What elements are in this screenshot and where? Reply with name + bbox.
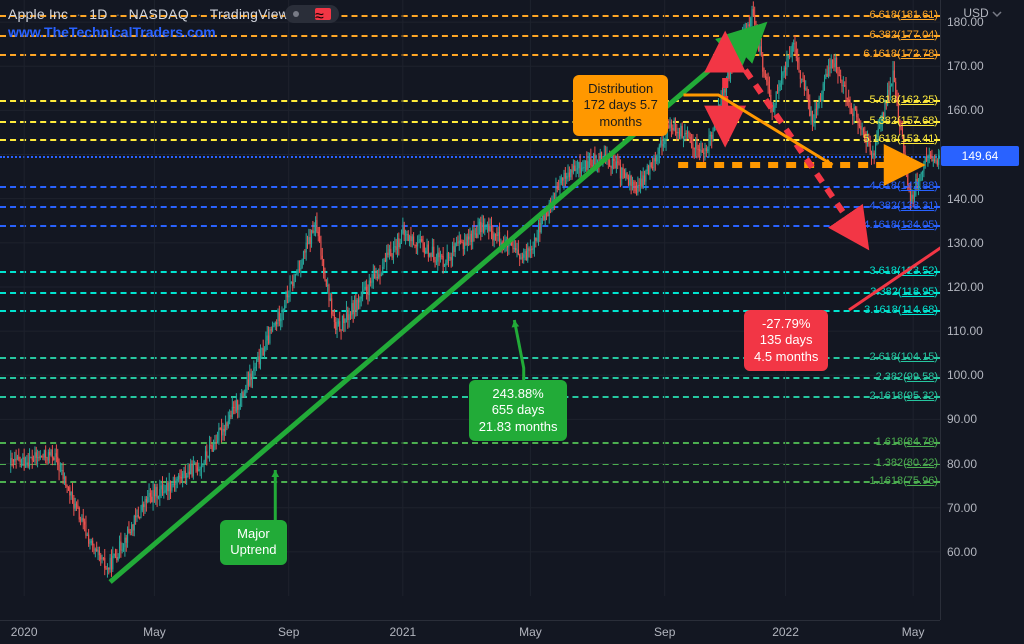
fib-label: 4.618(142.88) <box>869 180 938 192</box>
callout-green: 243.88%655 days21.83 months <box>469 380 568 441</box>
watermark-url[interactable]: www.TheTechnicalTraders.com <box>8 24 216 40</box>
fib-line <box>0 292 940 294</box>
time-tick: 2022 <box>772 625 799 639</box>
time-tick: Sep <box>278 625 299 639</box>
exchange: NASDAQ <box>129 6 189 22</box>
fib-label: 3.382(118.95) <box>870 286 938 298</box>
price-tick: 100.00 <box>947 368 984 382</box>
fib-line <box>0 463 940 465</box>
price-tick: 120.00 <box>947 280 984 294</box>
fib-label: 1.618(84.79) <box>876 436 938 448</box>
price-axis[interactable]: 60.00 70.00 80.00 90.00 100.00 110.00 120.00 13… <box>940 0 1024 620</box>
fib-label: 2.382(99.58) <box>876 371 938 383</box>
time-tick: May <box>902 625 925 639</box>
fib-label: 6.618(181.61) <box>869 9 938 21</box>
fib-line <box>0 206 940 208</box>
fib-label: 5.382(157.68) <box>869 115 938 127</box>
fib-line <box>0 121 940 123</box>
fib-line <box>0 139 940 141</box>
interval[interactable]: 1D <box>89 6 107 22</box>
price-tick: 90.00 <box>947 412 977 426</box>
callout-green: MajorUptrend <box>220 520 286 565</box>
fib-line <box>0 54 940 56</box>
chart-container: Apple Inc · 1D · NASDAQ · TradingView ≈ … <box>0 0 1024 644</box>
indicator-toggle[interactable]: ≈ <box>285 5 339 23</box>
price-tick: 130.00 <box>947 236 984 250</box>
price-tick: 80.00 <box>947 457 977 471</box>
time-tick: May <box>143 625 166 639</box>
currency-selector[interactable]: USD <box>963 6 1002 20</box>
fib-line <box>0 377 940 379</box>
fib-label: 2.1618(95.32) <box>869 390 938 402</box>
callout-orange: Distribution172 days 5.7months <box>573 75 667 136</box>
time-axis[interactable]: 2020MaySep2021MaySep2022MaySep <box>0 620 940 644</box>
price-tick: 110.00 <box>947 324 983 338</box>
fib-line <box>0 271 940 273</box>
fib-line <box>0 442 940 444</box>
fib-label: 1.382(80.22) <box>876 457 938 469</box>
price-tick: 60.00 <box>947 545 977 559</box>
provider: TradingView <box>210 6 289 22</box>
price-tick: 160.00 <box>947 103 984 117</box>
fib-label: 3.1618(114.68) <box>864 304 938 316</box>
time-tick: 2020 <box>11 625 38 639</box>
fib-line <box>0 481 940 483</box>
time-tick: 2021 <box>389 625 416 639</box>
current-price-flag: 149.64 <box>941 146 1019 166</box>
fib-label: 5.1618(153.41) <box>863 133 938 145</box>
callout-red: -27.79%135 days4.5 months <box>744 310 828 371</box>
time-tick: May <box>519 625 542 639</box>
fib-line <box>0 100 940 102</box>
fib-line <box>0 186 940 188</box>
symbol-name[interactable]: Apple Inc <box>8 6 68 22</box>
fib-label: 5.618(162.25) <box>869 94 938 106</box>
price-tick: 70.00 <box>947 501 977 515</box>
symbol-title: Apple Inc · 1D · NASDAQ · TradingView <box>8 6 289 22</box>
price-tick: 170.00 <box>947 59 984 73</box>
fib-label: 6.382(177.04) <box>869 29 938 41</box>
time-tick: Sep <box>654 625 675 639</box>
chevron-down-icon <box>992 9 1002 19</box>
fib-label: 6.1618(172.78) <box>863 48 938 60</box>
fib-label: 1.1618(75.96) <box>869 475 938 487</box>
fib-label: 3.618(123.52) <box>869 265 938 277</box>
fib-label: 4.382(138.31) <box>869 200 938 212</box>
fib-line <box>0 225 940 227</box>
fib-label: 4.1618(134.05) <box>863 219 938 231</box>
fib-label: 2.618(104.15) <box>869 351 938 363</box>
price-tick: 140.00 <box>947 192 984 206</box>
